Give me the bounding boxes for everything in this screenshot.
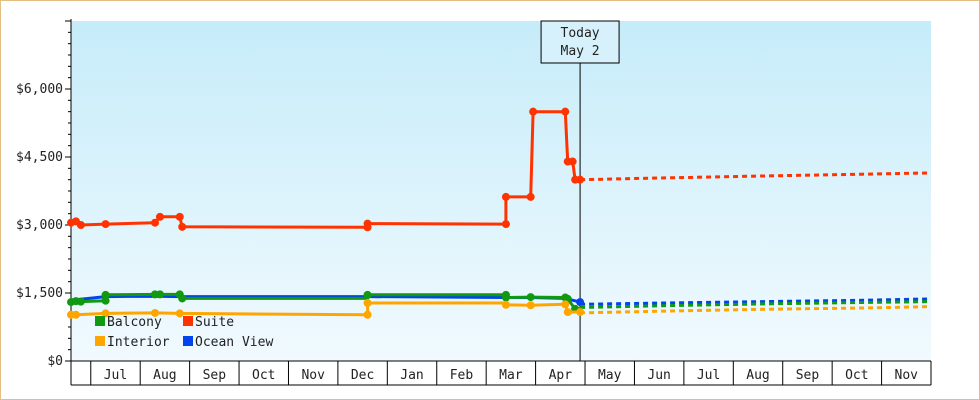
data-point bbox=[576, 298, 585, 307]
y-tick-label: $6,000 bbox=[16, 82, 63, 97]
data-point bbox=[155, 212, 164, 221]
forecast-line-interior bbox=[580, 305, 932, 315]
data-point bbox=[101, 309, 110, 318]
data-point bbox=[561, 300, 570, 309]
data-point bbox=[576, 175, 585, 184]
y-tick-label: $0 bbox=[47, 354, 63, 369]
data-point bbox=[178, 222, 187, 231]
legend: Balcony Suite Interior Ocean View bbox=[95, 315, 273, 350]
x-tick-label: Jul bbox=[104, 368, 127, 383]
data-point bbox=[175, 309, 184, 318]
data-point bbox=[101, 220, 110, 229]
x-tick-label: Nov bbox=[301, 368, 325, 383]
data-point bbox=[151, 308, 160, 317]
today-label: Today bbox=[561, 26, 600, 41]
x-tick-label: Sep bbox=[203, 368, 227, 383]
y-tick-label: $1,500 bbox=[16, 286, 63, 301]
data-point bbox=[568, 157, 577, 166]
series-lines bbox=[67, 107, 932, 319]
data-point bbox=[71, 310, 80, 319]
data-point bbox=[501, 192, 510, 201]
x-tick-label: Jan bbox=[400, 368, 423, 383]
series-suite bbox=[67, 107, 932, 232]
data-point bbox=[363, 310, 372, 319]
legend-swatch bbox=[95, 316, 105, 326]
data-point bbox=[526, 301, 535, 310]
y-axis: $0 $1,500 $3,000 $4,500 $6,000 bbox=[16, 19, 72, 385]
x-tick-label: Feb bbox=[450, 368, 474, 383]
series-balcony bbox=[67, 290, 932, 313]
legend-label: Suite bbox=[195, 315, 234, 330]
forecast-line-suite bbox=[580, 171, 932, 182]
legend-label: Interior bbox=[107, 335, 170, 350]
x-tick-label: May bbox=[598, 368, 622, 383]
data-point bbox=[501, 220, 510, 229]
legend-item-interior: Interior bbox=[95, 335, 170, 350]
data-point bbox=[76, 221, 85, 229]
data-point bbox=[155, 290, 164, 299]
data-point bbox=[178, 294, 187, 303]
data-point bbox=[526, 192, 535, 201]
forecast-line-balcony bbox=[580, 300, 932, 309]
today-box bbox=[540, 20, 620, 64]
x-axis: Jul Aug Sep Oct Nov Dec Jan Feb Mar Apr May Jun Jul A… bbox=[71, 360, 932, 386]
legend-swatch bbox=[183, 316, 193, 326]
x-tick-label: Dec bbox=[351, 368, 374, 383]
today-date: May 2 bbox=[561, 44, 600, 59]
legend-label: Balcony bbox=[107, 315, 162, 330]
legend-item-suite: Suite bbox=[183, 315, 234, 330]
data-point bbox=[363, 298, 372, 307]
data-point bbox=[561, 107, 570, 116]
forecast-line-ocean-view bbox=[580, 297, 932, 306]
x-tick-label: Sep bbox=[796, 368, 820, 383]
x-tick-label: Jul bbox=[697, 368, 720, 383]
legend-item-ocean-view: Ocean View bbox=[183, 335, 273, 350]
data-point bbox=[101, 296, 110, 305]
data-point bbox=[76, 297, 85, 306]
legend-label: Ocean View bbox=[195, 335, 273, 350]
data-point bbox=[363, 219, 372, 228]
legend-swatch bbox=[95, 336, 105, 346]
x-tick-label: Jun bbox=[647, 368, 670, 383]
y-tick-label: $4,500 bbox=[16, 150, 63, 165]
data-point bbox=[501, 293, 510, 302]
data-point bbox=[576, 308, 585, 317]
x-tick-label: Aug bbox=[746, 368, 769, 383]
data-point bbox=[501, 300, 510, 309]
x-tick-label: Mar bbox=[499, 368, 523, 383]
data-point bbox=[363, 290, 372, 299]
x-tick-label: Oct bbox=[845, 368, 868, 383]
legend-swatch bbox=[183, 336, 193, 346]
series-interior bbox=[67, 298, 932, 319]
legend-item-balcony: Balcony bbox=[95, 315, 162, 330]
data-point bbox=[175, 212, 184, 221]
data-point bbox=[151, 218, 160, 227]
plot-background bbox=[71, 21, 931, 361]
x-tick-label: Oct bbox=[252, 368, 275, 383]
x-tick-label: Aug bbox=[153, 368, 176, 383]
data-point bbox=[563, 308, 572, 317]
data-point bbox=[529, 107, 538, 116]
data-point bbox=[101, 290, 110, 299]
data-point bbox=[526, 293, 535, 302]
x-tick-label: Nov bbox=[895, 368, 919, 383]
x-tick-label: Apr bbox=[549, 368, 573, 383]
today-marker: Today May 2 bbox=[540, 20, 620, 361]
y-tick-label: $3,000 bbox=[16, 218, 63, 233]
